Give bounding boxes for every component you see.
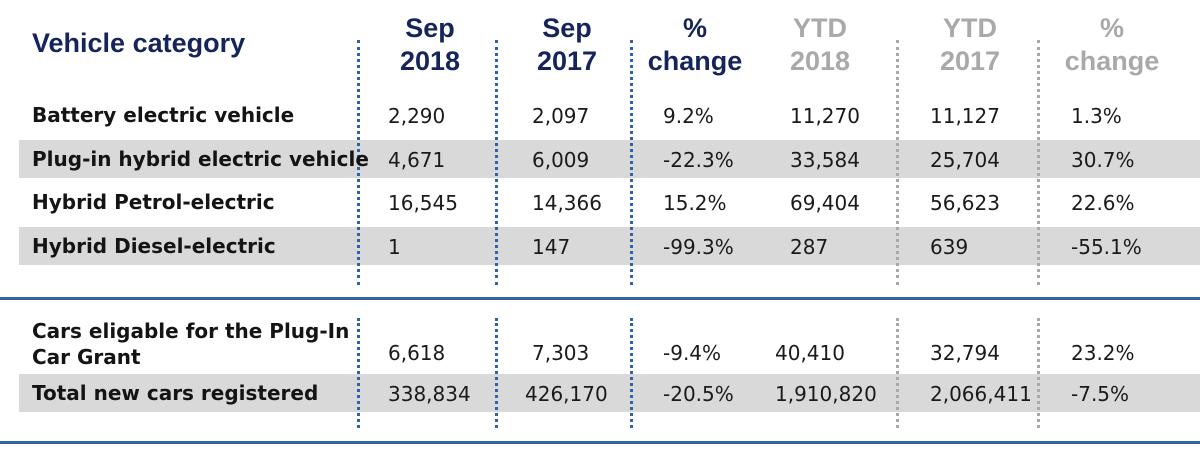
cell-ytd-2018: 33,584 bbox=[790, 148, 860, 172]
cell-ytd-percent-change: -7.5% bbox=[1071, 382, 1130, 406]
row-label: Cars eligable for the Plug-In Car Grant bbox=[32, 319, 350, 369]
cell-percent-change: -22.3% bbox=[663, 148, 734, 172]
cell-sep-2017: 6,009 bbox=[532, 148, 590, 172]
cell-sep-2018: 338,834 bbox=[388, 382, 471, 406]
cell-ytd-2018: 287 bbox=[790, 235, 829, 259]
section-divider bbox=[0, 297, 1200, 300]
header-ytd-2017: YTD 2017 bbox=[939, 13, 1001, 76]
row-label: Hybrid Diesel-electric bbox=[32, 234, 276, 258]
column-separator bbox=[896, 40, 899, 285]
row-shade bbox=[19, 140, 1200, 178]
cell-sep-2018: 16,545 bbox=[388, 191, 458, 215]
header-vehicle-category: Vehicle category bbox=[32, 28, 246, 58]
table-bottom-rule bbox=[0, 441, 1200, 444]
cell-ytd-2018: 40,410 bbox=[775, 341, 845, 365]
cell-ytd-percent-change: 30.7% bbox=[1071, 148, 1135, 172]
column-separator bbox=[1037, 40, 1040, 285]
cell-percent-change: 15.2% bbox=[663, 191, 727, 215]
column-separator bbox=[357, 40, 360, 285]
row-label: Plug-in hybrid electric vehicle bbox=[32, 147, 369, 171]
cell-ytd-percent-change: -55.1% bbox=[1071, 235, 1142, 259]
cell-percent-change: -9.4% bbox=[663, 341, 722, 365]
column-separator bbox=[630, 318, 633, 428]
cell-sep-2018: 1 bbox=[388, 235, 401, 259]
cell-ytd-2017: 25,704 bbox=[930, 148, 1000, 172]
cell-sep-2017: 2,097 bbox=[532, 104, 590, 128]
header-ytd-2018: YTD 2018 bbox=[789, 13, 851, 76]
column-separator bbox=[896, 318, 899, 428]
cell-percent-change: -20.5% bbox=[663, 382, 734, 406]
cell-ytd-2017: 2,066,411 bbox=[930, 382, 1032, 406]
cell-percent-change: 9.2% bbox=[663, 104, 714, 128]
column-separator bbox=[495, 40, 498, 285]
cell-sep-2017: 426,170 bbox=[525, 382, 608, 406]
cell-ytd-2018: 1,910,820 bbox=[775, 382, 877, 406]
cell-ytd-2017: 11,127 bbox=[930, 104, 1000, 128]
cell-sep-2018: 2,290 bbox=[388, 104, 446, 128]
cell-ytd-2018: 69,404 bbox=[790, 191, 860, 215]
cell-sep-2017: 14,366 bbox=[532, 191, 602, 215]
row-label: Hybrid Petrol-electric bbox=[32, 190, 275, 214]
row-label: Total new cars registered bbox=[32, 381, 319, 405]
cell-ytd-2017: 56,623 bbox=[930, 191, 1000, 215]
cell-sep-2017: 7,303 bbox=[532, 341, 590, 365]
column-separator bbox=[495, 318, 498, 428]
cell-sep-2018: 4,671 bbox=[388, 148, 446, 172]
header-ytd-percent-change: % change bbox=[1064, 13, 1160, 76]
cell-sep-2017: 147 bbox=[532, 235, 571, 259]
cell-ytd-percent-change: 1.3% bbox=[1071, 104, 1122, 128]
cell-sep-2018: 6,618 bbox=[388, 341, 446, 365]
row-shade bbox=[19, 227, 1200, 265]
row-shade bbox=[19, 374, 1200, 412]
row-label: Battery electric vehicle bbox=[32, 103, 295, 127]
column-separator bbox=[357, 318, 360, 428]
cell-ytd-2017: 639 bbox=[930, 235, 969, 259]
cell-ytd-2017: 32,794 bbox=[930, 341, 1000, 365]
cell-percent-change: -99.3% bbox=[663, 235, 734, 259]
cell-ytd-percent-change: 23.2% bbox=[1071, 341, 1135, 365]
column-separator bbox=[1037, 318, 1040, 428]
header-sep-2018: Sep 2018 bbox=[399, 13, 461, 76]
column-separator bbox=[630, 40, 633, 285]
cell-ytd-2018: 11,270 bbox=[790, 104, 860, 128]
cell-ytd-percent-change: 22.6% bbox=[1071, 191, 1135, 215]
header-percent-change: % change bbox=[647, 13, 743, 76]
header-sep-2017: Sep 2017 bbox=[536, 13, 598, 76]
